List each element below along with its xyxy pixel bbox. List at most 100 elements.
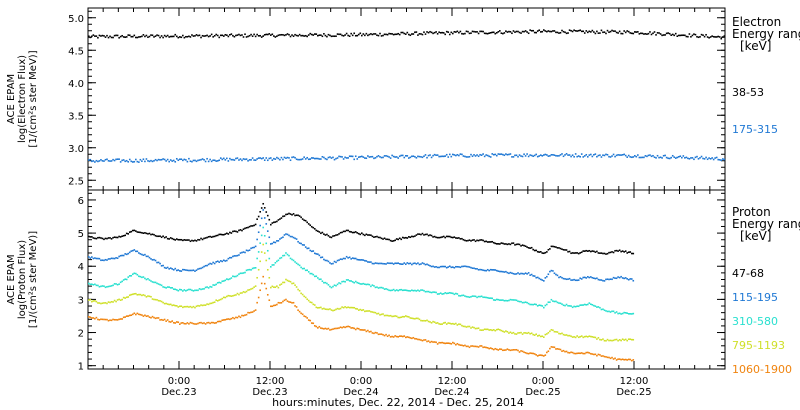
proton-data-point	[404, 336, 407, 339]
proton-data-point	[292, 236, 295, 239]
electron-data-point	[517, 30, 519, 33]
proton-data-point	[144, 232, 146, 234]
proton-data-point	[477, 327, 480, 329]
proton-data-point	[213, 262, 216, 265]
electron-data-point	[696, 35, 698, 38]
electron-data-point	[603, 31, 606, 33]
electron-data-point	[533, 154, 536, 157]
proton-data-point	[459, 266, 462, 269]
proton-data-point	[458, 237, 460, 239]
proton-data-point	[421, 339, 424, 342]
proton-data-point	[550, 346, 553, 348]
proton-data-point	[142, 276, 145, 278]
electron-data-point	[320, 34, 322, 36]
electron-data-point	[693, 158, 695, 161]
proton-data-point	[291, 213, 293, 216]
proton-data-point	[406, 289, 409, 292]
proton-data-point	[461, 265, 463, 268]
electron-data-point	[664, 34, 666, 36]
proton-data-point	[391, 240, 393, 242]
proton-data-point	[256, 257, 258, 260]
proton-data-point	[232, 255, 234, 258]
proton-data-point	[500, 242, 503, 244]
proton-data-point	[259, 289, 261, 292]
proton-data-point	[303, 219, 305, 222]
proton-data-point	[357, 282, 360, 284]
proton-data-point	[172, 304, 175, 306]
proton-data-point	[632, 359, 635, 361]
proton-data-point	[336, 259, 339, 262]
proton-data-point	[442, 322, 445, 324]
electron-data-point	[412, 33, 415, 35]
proton-data-point	[313, 275, 316, 278]
proton-data-point	[215, 234, 217, 237]
proton-data-point	[254, 267, 257, 269]
electron-data-point	[530, 29, 533, 32]
proton-data-point	[124, 278, 126, 280]
proton-data-point	[312, 322, 315, 325]
electron-data-point	[306, 35, 308, 38]
electron-ytick-label: 4.0	[68, 79, 84, 90]
proton-data-point	[357, 327, 360, 330]
proton-data-point	[218, 320, 221, 323]
proton-data-point	[182, 322, 184, 324]
proton-data-point	[239, 252, 242, 254]
proton-data-point	[91, 317, 93, 319]
electron-data-point	[333, 158, 336, 161]
proton-data-point	[332, 285, 334, 288]
proton-data-point	[558, 276, 560, 279]
electron-data-point	[408, 33, 410, 36]
electron-data-point	[259, 157, 261, 159]
proton-data-point	[301, 313, 304, 316]
proton-data-point	[266, 230, 269, 232]
proton-data-point	[518, 243, 521, 246]
electron-data-point	[291, 34, 293, 36]
proton-data-point	[418, 233, 421, 235]
proton-data-point	[471, 267, 474, 269]
proton-data-point	[549, 347, 551, 350]
electron-data-point	[335, 35, 337, 38]
proton-data-point	[135, 313, 137, 316]
proton-data-point	[121, 280, 123, 283]
electron-data-point	[348, 35, 351, 38]
electron-data-point	[112, 36, 114, 39]
proton-data-point	[473, 295, 475, 297]
electron-data-point	[691, 157, 694, 159]
proton-data-point	[464, 295, 466, 297]
proton-data-point	[238, 315, 240, 318]
electron-data-point	[250, 33, 252, 36]
proton-data-point	[95, 316, 98, 319]
proton-data-point	[304, 246, 307, 248]
proton-data-point	[200, 237, 202, 240]
proton-data-point	[103, 285, 105, 287]
proton-data-point	[288, 254, 290, 257]
electron-data-point	[404, 33, 407, 35]
proton-data-point	[394, 315, 396, 317]
proton-data-point	[347, 306, 349, 309]
electron-data-point	[125, 36, 128, 38]
proton-data-point	[497, 298, 500, 301]
proton-data-point	[609, 311, 612, 313]
proton-data-point	[320, 278, 322, 281]
proton-data-point	[356, 258, 359, 261]
proton-data-point	[567, 278, 569, 280]
proton-data-point	[356, 308, 359, 310]
proton-data-point	[191, 269, 193, 272]
proton-data-point	[241, 229, 243, 232]
proton-data-point	[106, 259, 108, 261]
electron-data-point	[658, 156, 660, 159]
proton-data-point	[593, 336, 595, 339]
proton-data-point	[135, 230, 137, 232]
electron-data-point	[148, 160, 151, 163]
electron-data-point	[518, 154, 521, 156]
electron-data-point	[197, 34, 199, 37]
proton-data-point	[169, 237, 172, 239]
proton-data-point	[567, 250, 569, 253]
electron-data-point	[711, 157, 713, 159]
proton-data-point	[450, 323, 453, 325]
proton-data-point	[599, 354, 601, 356]
electron-data-point	[265, 33, 268, 36]
electron-data-point	[186, 35, 189, 38]
electron-data-point	[147, 160, 149, 162]
electron-data-point	[256, 33, 258, 36]
